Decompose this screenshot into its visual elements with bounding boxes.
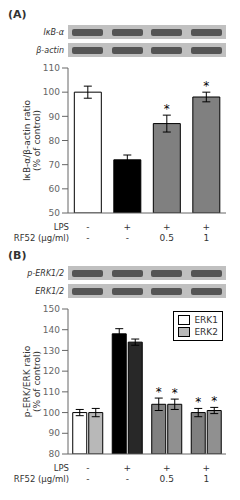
svg-text:*: * — [203, 79, 209, 93]
svg-text:100: 100 — [43, 87, 60, 97]
svg-text:50: 50 — [49, 208, 61, 218]
svg-text:-: - — [86, 474, 89, 484]
svg-text:*: * — [164, 102, 170, 116]
svg-text:-: - — [86, 233, 89, 243]
svg-text:100: 100 — [43, 408, 60, 418]
svg-text:RF52 (μg/ml): RF52 (μg/ml) — [14, 233, 69, 243]
html-text:ERK2: ERK2 — [194, 327, 218, 337]
svg-text:+: + — [163, 222, 171, 232]
svg-text:+: + — [123, 222, 131, 232]
svg-text:0.5: 0.5 — [160, 233, 174, 243]
svg-text:-: - — [126, 233, 129, 243]
svg-text:*: * — [211, 394, 217, 408]
svg-text:140: 140 — [43, 325, 60, 335]
svg-text:90: 90 — [49, 428, 61, 438]
svg-text:LPS: LPS — [54, 222, 69, 232]
html-text:IκB-α: IκB-α — [43, 27, 64, 37]
svg-text:1: 1 — [203, 474, 209, 484]
svg-text:110: 110 — [43, 387, 60, 397]
svg-text:-: - — [86, 222, 89, 232]
svg-text:-: - — [86, 463, 89, 473]
html-text:β-actin: β-actin — [36, 45, 64, 55]
svg-text:1: 1 — [203, 233, 209, 243]
svg-text:60: 60 — [49, 184, 61, 194]
html-text:(B): (B) — [8, 249, 27, 262]
svg-text:*: * — [172, 386, 178, 400]
svg-text:+: + — [202, 222, 210, 232]
svg-text:-: - — [126, 474, 129, 484]
svg-text:70: 70 — [49, 160, 61, 170]
svg-text:IκB-α/β-actin ratio(% of contr: IκB-α/β-actin ratio(% of control) — [22, 99, 42, 181]
svg-text:+: + — [202, 463, 210, 473]
svg-text:110: 110 — [43, 63, 60, 73]
html-text:ERK1/2: ERK1/2 — [35, 286, 64, 296]
svg-text:RF52 (μg/ml): RF52 (μg/ml) — [14, 474, 69, 484]
html-text:p-ERK1/2: p-ERK1/2 — [27, 268, 64, 278]
svg-text:LPS: LPS — [54, 463, 69, 473]
svg-text:120: 120 — [43, 366, 60, 376]
svg-text:80: 80 — [49, 136, 61, 146]
svg-text:*: * — [156, 385, 162, 399]
svg-text:+: + — [163, 463, 171, 473]
svg-text:p-ERK/ERK ratio(% of control): p-ERK/ERK ratio(% of control) — [22, 345, 42, 417]
html-text:(A): (A) — [8, 8, 27, 21]
svg-text:0.5: 0.5 — [160, 474, 174, 484]
svg-text:80: 80 — [49, 449, 61, 459]
svg-text:+: + — [123, 463, 131, 473]
html-text:ERK1: ERK1 — [194, 315, 218, 325]
svg-text:*: * — [195, 395, 201, 409]
svg-text:130: 130 — [43, 346, 60, 356]
svg-text:90: 90 — [49, 112, 61, 122]
svg-text:150: 150 — [43, 304, 60, 314]
